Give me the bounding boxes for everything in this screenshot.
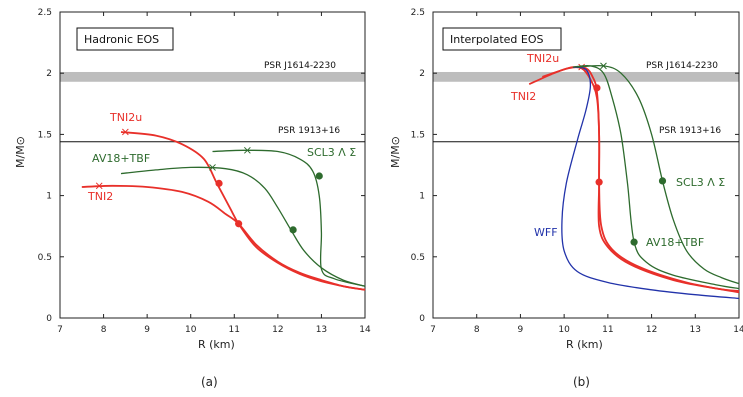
y-axis-label: M/M⊙ xyxy=(389,136,402,168)
series-marker xyxy=(316,172,323,179)
x-tick-label: 8 xyxy=(101,325,107,335)
psr-band-rect xyxy=(61,72,365,82)
psr-1913-label: PSR 1913+16 xyxy=(278,126,340,136)
x-tick-label: 10 xyxy=(558,325,570,335)
psr-j1614-label: PSR J1614-2230 xyxy=(264,61,336,71)
y-tick-label: 2 xyxy=(46,69,52,79)
plot-frame xyxy=(60,12,365,318)
x-tick-label: 14 xyxy=(733,325,743,335)
y-tick-label: 0.5 xyxy=(411,253,425,263)
series-label-tni2u: TNI2u xyxy=(109,111,142,124)
x-tick-label: 11 xyxy=(229,325,240,335)
psr-1913-label: PSR 1913+16 xyxy=(659,126,721,136)
psr-j1614-band xyxy=(61,72,365,82)
x-tick-label: 14 xyxy=(359,325,371,335)
series-label-wff: WFF xyxy=(534,226,558,239)
x-tick-label: 12 xyxy=(646,325,657,335)
panel-a: 7 8 9 10 11 12 13 14 0 0.5 1 1.5 2 2.5 Hadronic EOS P… xyxy=(14,8,371,389)
series-label-av18: AV18+TBF xyxy=(646,236,704,249)
series-marker xyxy=(630,239,637,246)
x-tick-label: 13 xyxy=(690,325,701,335)
axis-ticks: 7 8 9 10 11 12 13 14 0 0.5 1 1.5 2 2.5 xyxy=(38,8,371,335)
y-tick-label: 1 xyxy=(419,192,425,202)
series-line-av18-tbf xyxy=(121,167,365,286)
y-axis-label: M/M⊙ xyxy=(14,136,27,168)
series-label-tni2: TNI2 xyxy=(510,90,536,103)
title-box-text: Hadronic EOS xyxy=(84,33,159,46)
series-label-tni2: TNI2 xyxy=(87,190,113,203)
title-box-text: Interpolated EOS xyxy=(450,33,543,46)
series-marker xyxy=(215,180,222,187)
y-tick-label: 1.5 xyxy=(38,130,52,140)
y-tick-label: 1.5 xyxy=(411,130,425,140)
y-tick-label: 0.5 xyxy=(38,253,52,263)
plot-frame xyxy=(433,12,739,318)
y-tick-label: 1 xyxy=(46,192,52,202)
x-tick-label: 12 xyxy=(272,325,283,335)
series-label-av18: AV18+TBF xyxy=(92,152,150,165)
series-label-scl3: SCL3 Λ Σ xyxy=(307,146,356,159)
x-tick-label: 11 xyxy=(602,325,613,335)
panel-caption: (a) xyxy=(201,375,218,389)
series-line-tni2 xyxy=(82,186,365,290)
x-tick-label: 10 xyxy=(185,325,197,335)
x-axis-label: R (km) xyxy=(566,338,603,351)
series-label-tni2u: TNI2u xyxy=(526,52,559,65)
panel-caption: (b) xyxy=(573,375,590,389)
x-tick-label: 9 xyxy=(144,325,150,335)
y-tick-label: 2.5 xyxy=(38,8,52,18)
x-tick-label: 7 xyxy=(430,325,436,335)
axis-ticks: 7 8 9 10 11 12 13 14 0 0.5 1 1.5 2 2.5 xyxy=(411,8,743,335)
series-marker xyxy=(659,177,666,184)
x-axis-label: R (km) xyxy=(198,338,235,351)
x-tick-label: 9 xyxy=(518,325,524,335)
y-tick-label: 2 xyxy=(419,69,425,79)
series-marker xyxy=(290,226,297,233)
series-line-scl3- xyxy=(577,66,739,284)
series-label-scl3: SCL3 Λ Σ xyxy=(676,176,725,189)
panel-b: 7 8 9 10 11 12 13 14 0 0.5 1 1.5 2 2.5 Interpolated E… xyxy=(389,8,743,389)
y-tick-label: 2.5 xyxy=(411,8,425,18)
psr-j1614-label: PSR J1614-2230 xyxy=(646,61,718,71)
x-tick-label: 7 xyxy=(57,325,63,335)
x-tick-label: 8 xyxy=(474,325,480,335)
y-tick-label: 0 xyxy=(46,314,52,324)
y-tick-label: 0 xyxy=(419,314,425,324)
x-tick-label: 13 xyxy=(316,325,327,335)
